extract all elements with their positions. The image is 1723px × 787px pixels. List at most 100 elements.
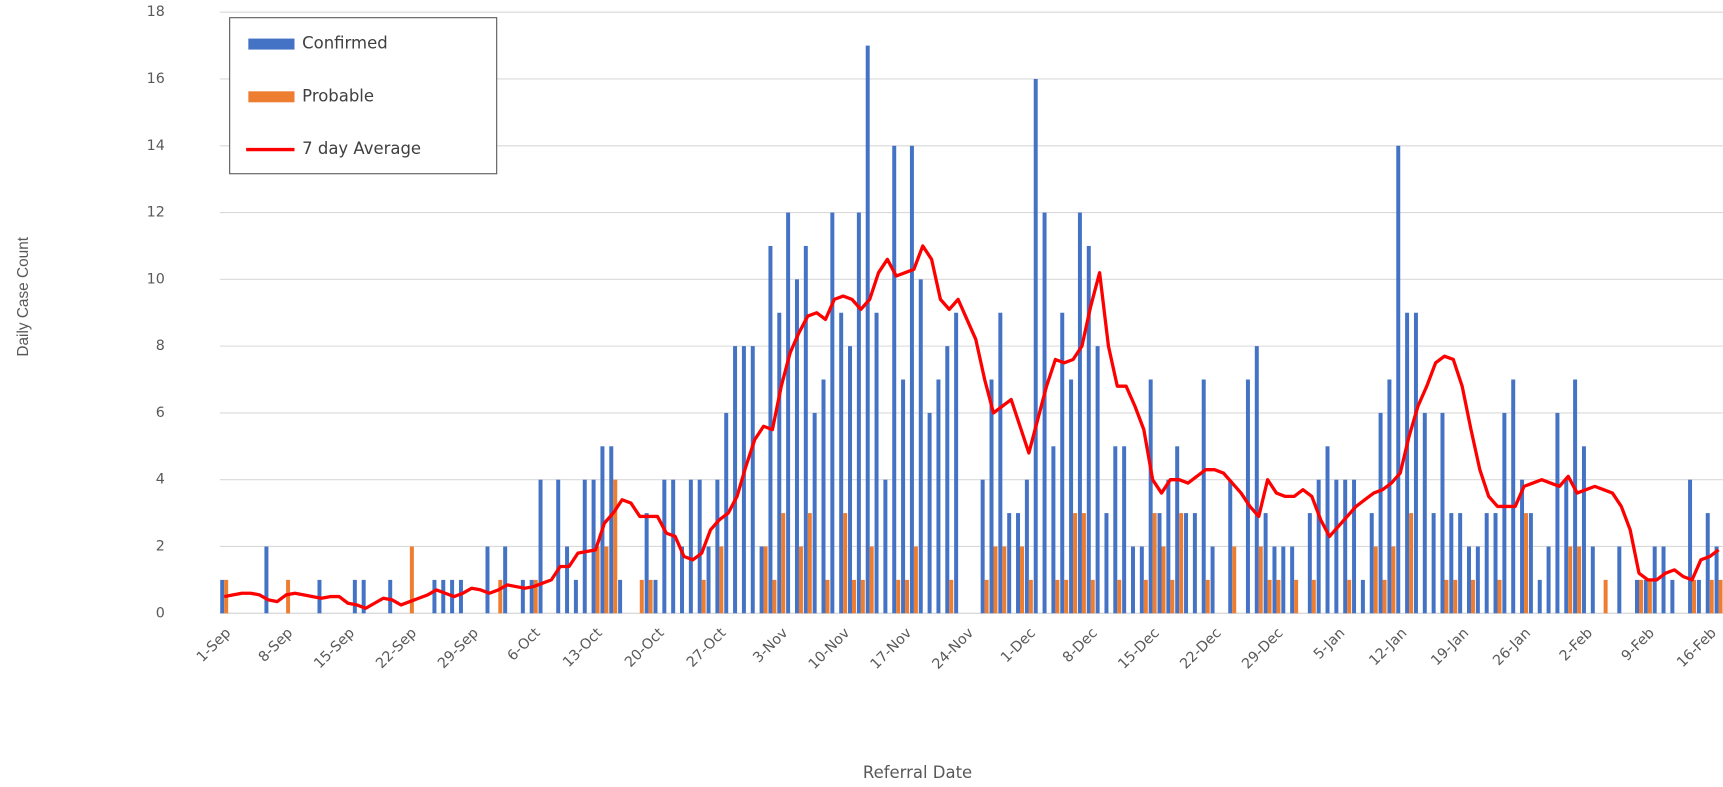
x-tick-label: 2-Feb xyxy=(1557,625,1596,664)
bar xyxy=(1378,412,1383,614)
bar xyxy=(1073,513,1078,614)
bar xyxy=(812,412,817,614)
bar xyxy=(1405,312,1410,614)
bar xyxy=(1440,412,1445,614)
bar xyxy=(1122,446,1127,614)
x-tick-label: 19-Jan xyxy=(1428,625,1472,669)
bar xyxy=(1113,446,1118,614)
x-tick-label: 8-Dec xyxy=(1060,625,1101,666)
bar xyxy=(1709,579,1714,614)
legend-label: Confirmed xyxy=(302,34,388,53)
bar xyxy=(1493,513,1498,614)
x-tick-label: 17-Nov xyxy=(868,625,916,673)
bar xyxy=(1192,513,1197,614)
bar xyxy=(1139,546,1144,614)
legend-swatch xyxy=(248,38,295,50)
bar xyxy=(1316,479,1321,614)
bar xyxy=(1643,579,1648,614)
bar xyxy=(1020,546,1024,614)
bar xyxy=(1497,579,1502,614)
bar xyxy=(892,145,897,614)
bar xyxy=(954,312,959,614)
bar xyxy=(869,546,874,614)
bar xyxy=(1170,579,1175,614)
bar xyxy=(1603,579,1608,614)
bar xyxy=(807,513,812,614)
bar xyxy=(644,513,649,614)
bar xyxy=(1670,579,1675,614)
x-tick-label: 16-Feb xyxy=(1674,625,1720,671)
bar xyxy=(1524,513,1529,614)
bar xyxy=(1458,513,1463,614)
bar xyxy=(1590,546,1595,614)
bar xyxy=(1175,446,1180,614)
bar xyxy=(1453,579,1458,614)
bar xyxy=(1143,579,1148,614)
bar xyxy=(1696,579,1701,614)
bar xyxy=(1373,546,1378,614)
x-tick-label: 5-Jan xyxy=(1311,625,1348,662)
bar xyxy=(989,379,994,614)
y-axis-title: Daily Case Count xyxy=(15,236,32,356)
bar xyxy=(1290,546,1295,614)
bar xyxy=(1033,78,1038,614)
bar xyxy=(1484,513,1489,614)
bar xyxy=(993,546,998,614)
bar xyxy=(409,546,414,614)
x-tick-label: 24-Nov xyxy=(930,625,978,673)
bar xyxy=(741,346,746,614)
bar xyxy=(1179,513,1184,614)
bar xyxy=(498,579,503,614)
bar xyxy=(759,546,764,614)
x-tick-label: 29-Dec xyxy=(1239,625,1286,672)
bar xyxy=(781,513,786,614)
bar xyxy=(1577,546,1582,614)
bar xyxy=(458,579,463,614)
bar xyxy=(538,479,543,614)
bar xyxy=(1638,579,1643,614)
bar xyxy=(1568,546,1573,614)
bar xyxy=(1090,579,1095,614)
x-tick-label: 26-Jan xyxy=(1490,625,1534,669)
legend-label: 7 day Average xyxy=(302,139,421,158)
y-tick-label: 4 xyxy=(156,472,165,488)
bar xyxy=(901,379,906,614)
bar xyxy=(1387,379,1392,614)
bar xyxy=(860,579,865,614)
bar xyxy=(883,479,888,614)
bar xyxy=(980,479,985,614)
bar xyxy=(1635,579,1639,614)
bar xyxy=(1311,579,1316,614)
y-tick-label: 10 xyxy=(147,271,165,287)
bar xyxy=(848,346,853,614)
bar xyxy=(1537,579,1542,614)
bar xyxy=(777,312,782,614)
bar xyxy=(750,346,755,614)
bar xyxy=(856,212,861,614)
legend-label: Probable xyxy=(302,86,374,105)
bar xyxy=(1028,579,1033,614)
bar xyxy=(648,579,653,614)
x-tick-label: 15-Sep xyxy=(311,625,358,672)
bar xyxy=(1258,546,1263,614)
x-tick-label: 8-Sep xyxy=(256,625,296,665)
bar xyxy=(1130,546,1135,614)
bar xyxy=(503,546,508,614)
bar xyxy=(1431,513,1436,614)
bar xyxy=(1617,546,1622,614)
y-tick-label: 2 xyxy=(156,538,165,554)
bar xyxy=(595,546,600,614)
x-tick-label: 9-Feb xyxy=(1619,625,1658,664)
bar xyxy=(905,579,910,614)
bar xyxy=(1502,412,1507,614)
bar xyxy=(949,579,954,614)
bar xyxy=(1016,513,1021,614)
legend-swatch xyxy=(248,91,295,103)
bar xyxy=(1184,513,1189,614)
bar xyxy=(825,579,830,614)
bar xyxy=(1564,479,1569,614)
bar xyxy=(1705,513,1710,614)
bar xyxy=(352,579,357,614)
bar xyxy=(618,579,623,614)
x-tick-label: 22-Sep xyxy=(373,625,420,672)
